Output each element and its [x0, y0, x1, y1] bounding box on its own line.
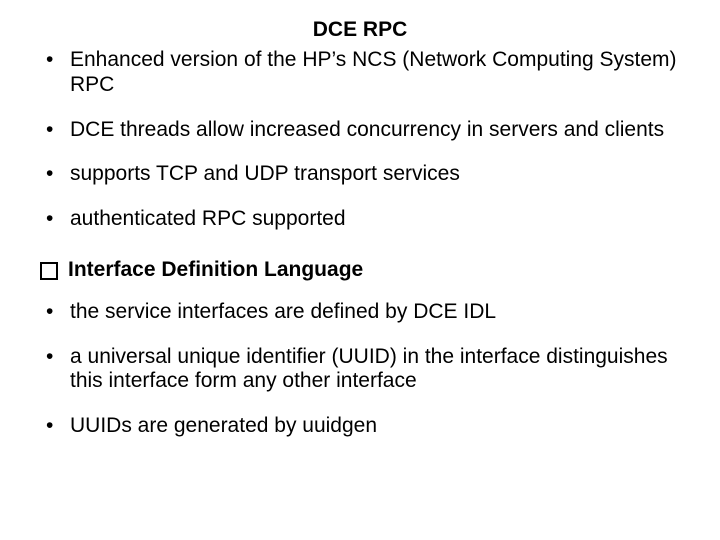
slide: DCE RPC Enhanced version of the HP’s NCS…	[0, 0, 720, 540]
list-item: UUIDs are generated by uuidgen	[40, 414, 680, 439]
square-bullet-icon	[40, 262, 58, 280]
section-heading: Interface Definition Language	[68, 258, 363, 282]
list-item: the service interfaces are defined by DC…	[40, 300, 680, 325]
list-item: supports TCP and UDP transport services	[40, 162, 680, 187]
top-bullet-list: Enhanced version of the HP’s NCS (Networ…	[40, 48, 680, 232]
section-heading-row: Interface Definition Language	[40, 258, 680, 282]
bottom-bullet-list: the service interfaces are defined by DC…	[40, 300, 680, 439]
list-item: authenticated RPC supported	[40, 207, 680, 232]
list-item: Enhanced version of the HP’s NCS (Networ…	[40, 48, 680, 98]
list-item: a universal unique identifier (UUID) in …	[40, 345, 680, 395]
slide-title: DCE RPC	[40, 18, 680, 42]
list-item: DCE threads allow increased concurrency …	[40, 118, 680, 143]
